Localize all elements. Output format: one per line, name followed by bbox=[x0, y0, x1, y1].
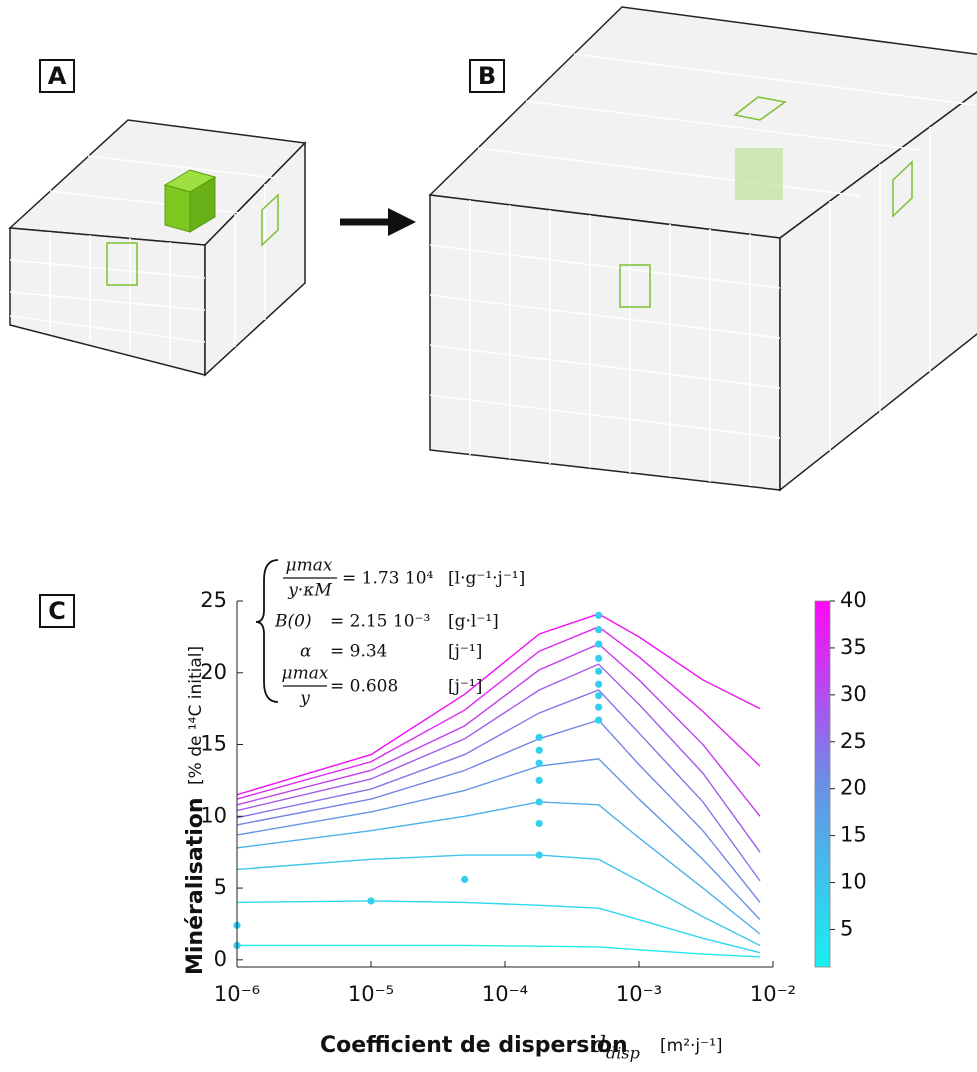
plot-area: 0 5 10 15 20 25 10⁻⁶ 10⁻⁵ 10⁻⁴ 10⁻³ 10⁻² 5 10 15 20 25 3… bbox=[200, 588, 866, 1006]
colorbar-tick-label: 15 bbox=[840, 823, 867, 847]
x-tick-label: 10⁻⁴ bbox=[482, 982, 528, 1006]
y-tick-label: 0 bbox=[214, 947, 227, 971]
data-line bbox=[236, 758, 761, 921]
colorbar-tick-label: 25 bbox=[840, 729, 867, 753]
y-axis-label: Minéralisation bbox=[183, 797, 208, 975]
panel-b: B bbox=[428, 6, 977, 492]
x-axis-unit: [m²·j⁻¹] bbox=[660, 1036, 723, 1056]
optimum-point bbox=[595, 680, 603, 688]
y-tick-label: 25 bbox=[200, 588, 227, 612]
optimum-point bbox=[595, 703, 603, 711]
param-value: = 2.15 10⁻³ bbox=[330, 612, 430, 632]
optimum-point bbox=[535, 733, 543, 741]
green-cell bbox=[261, 193, 279, 247]
box-front bbox=[429, 194, 781, 491]
optimum-point bbox=[535, 851, 543, 859]
param-unit: [l·g⁻¹·j⁻¹] bbox=[448, 569, 525, 589]
optimum-point bbox=[461, 875, 469, 884]
x-axis-label: Coefficient de dispersion bbox=[320, 1033, 628, 1058]
parameter-block: μmax y·κM = 1.73 10⁴ [l·g⁻¹·j⁻¹] B(0) = … bbox=[255, 556, 525, 709]
optimum-point bbox=[595, 692, 603, 700]
x-axis-symbol: d bbox=[592, 1033, 606, 1058]
panel-label: A bbox=[48, 62, 67, 90]
param-numerator: μmax bbox=[282, 664, 329, 684]
panel-label: B bbox=[478, 62, 496, 90]
optimum-point bbox=[595, 611, 603, 619]
optimum-point bbox=[595, 626, 603, 634]
colorbar-tick-label: 5 bbox=[840, 916, 853, 940]
optimum-point bbox=[595, 667, 603, 675]
panel-label: C bbox=[48, 597, 66, 625]
data-line bbox=[236, 613, 761, 796]
optimum-point bbox=[535, 746, 543, 754]
green-cell bbox=[892, 160, 913, 218]
panel-label-box bbox=[469, 59, 505, 93]
green-cell bbox=[619, 264, 651, 308]
panel-label-box bbox=[39, 59, 75, 93]
data-line bbox=[236, 626, 761, 800]
data-line bbox=[236, 663, 761, 853]
colorbar-tick-label: 40 bbox=[840, 588, 867, 612]
y-tick-label: 5 bbox=[214, 875, 227, 899]
x-tick-label: 10⁻⁵ bbox=[348, 982, 394, 1006]
param-value: = 9.34 bbox=[330, 642, 388, 662]
green-cube-side bbox=[189, 176, 216, 233]
y-tick-label: 15 bbox=[200, 732, 227, 756]
box-grid bbox=[9, 155, 276, 360]
x-tick-label: 10⁻⁶ bbox=[214, 982, 260, 1006]
panel-label-box bbox=[39, 594, 75, 628]
brace bbox=[255, 559, 279, 703]
param-name: B(0) bbox=[274, 612, 312, 632]
optimum-point bbox=[535, 759, 543, 767]
x-tick-label: 10⁻³ bbox=[616, 982, 662, 1006]
data-line bbox=[236, 643, 761, 817]
optimum-point bbox=[595, 640, 603, 648]
optimum-point bbox=[595, 654, 603, 663]
optimum-point bbox=[367, 897, 375, 905]
x-tick-label: 10⁻² bbox=[750, 982, 796, 1006]
y-tick-label: 10 bbox=[200, 803, 227, 827]
data-line bbox=[236, 854, 761, 947]
arrow bbox=[340, 208, 416, 236]
green-cell bbox=[106, 242, 138, 286]
colorbar-tick-label: 35 bbox=[840, 635, 867, 659]
param-unit: [g·l⁻¹] bbox=[448, 612, 499, 632]
optimum-point bbox=[535, 819, 543, 828]
colorbar-tick-label: 20 bbox=[840, 776, 867, 800]
data-line bbox=[236, 719, 761, 903]
optimum-point bbox=[535, 776, 543, 785]
param-denominator: y·κM bbox=[287, 581, 332, 601]
data-line bbox=[236, 801, 761, 935]
param-unit: [j⁻¹] bbox=[448, 642, 482, 662]
data-line bbox=[236, 689, 761, 882]
colorbar-tick-label: 30 bbox=[840, 682, 867, 706]
green-cube bbox=[735, 148, 783, 200]
x-axis-subscript: disp bbox=[606, 1044, 640, 1063]
param-unit: [j⁻¹] bbox=[448, 677, 482, 697]
colorbar-tick-label: 10 bbox=[840, 870, 867, 894]
panel-a: A bbox=[8, 59, 307, 377]
y-tick-label: 20 bbox=[200, 660, 227, 684]
green-cube-front bbox=[164, 184, 191, 233]
optimum-point bbox=[595, 716, 603, 724]
box-grid bbox=[429, 53, 976, 486]
colorbar bbox=[814, 600, 831, 968]
optimum-point bbox=[535, 798, 543, 806]
green-cell bbox=[733, 96, 787, 121]
data-line bbox=[237, 944, 761, 958]
param-value: = 1.73 10⁴ bbox=[342, 569, 434, 589]
param-numerator: μmax bbox=[286, 556, 333, 576]
data-line bbox=[236, 900, 761, 954]
y-axis-unit: [% de ¹⁴C initial] bbox=[186, 646, 206, 785]
param-name: α bbox=[300, 642, 312, 662]
param-value: = 0.608 bbox=[330, 677, 398, 697]
param-denominator: y bbox=[299, 689, 310, 709]
